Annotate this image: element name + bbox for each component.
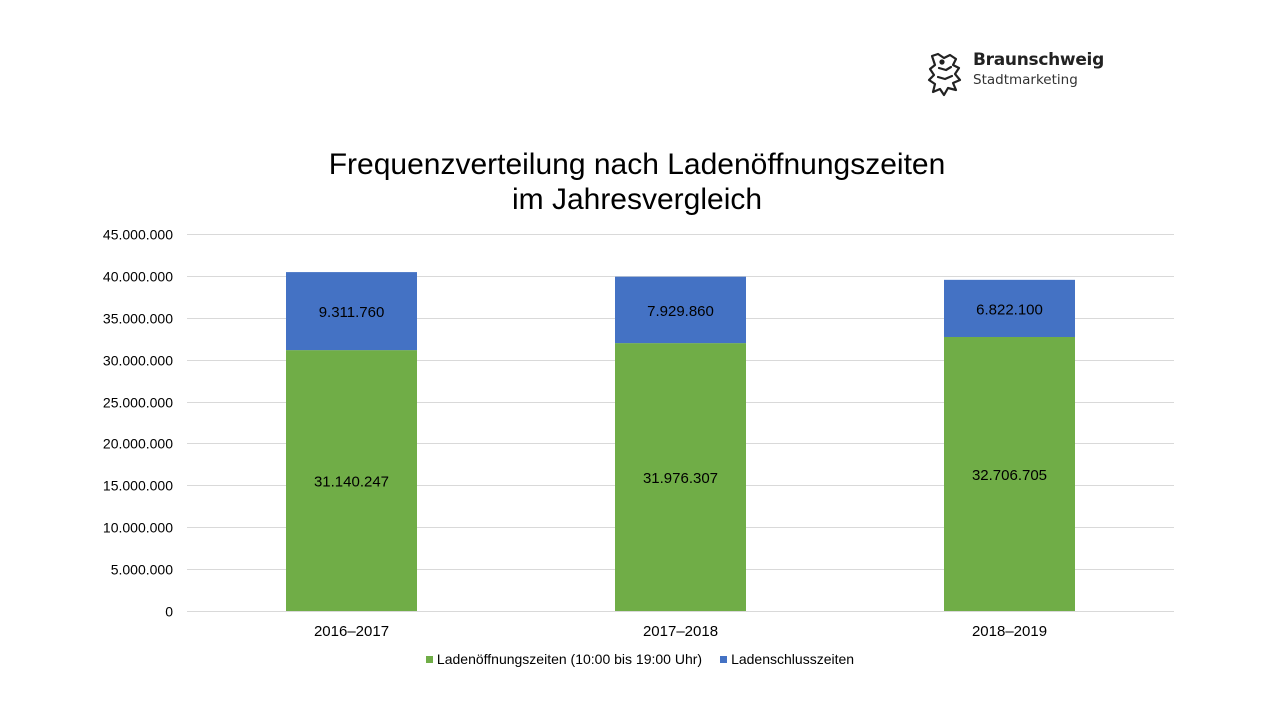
y-axis-tick-labels: 0 5.000.000 10.000.000 15.000.000 20.000.000… bbox=[103, 227, 173, 620]
legend-label: Ladenschlusszeiten bbox=[731, 651, 855, 667]
legend-swatch bbox=[720, 656, 728, 663]
data-label: 6.822.100 bbox=[976, 301, 1043, 318]
x-axis-category-labels: 2016–2017 2017–2018 2018–2019 bbox=[314, 623, 1047, 640]
bar-segment bbox=[286, 350, 417, 611]
y-tick-label: 40.000.000 bbox=[103, 269, 173, 285]
x-category-label: 2016–2017 bbox=[314, 623, 389, 640]
data-label: 31.976.307 bbox=[643, 470, 718, 487]
y-tick-label: 30.000.000 bbox=[103, 353, 173, 369]
legend-item: Ladenschlusszeiten bbox=[720, 651, 854, 667]
lion-icon bbox=[927, 52, 962, 97]
legend-label: Ladenöffnungszeiten (10:00 bis 19:00 Uhr… bbox=[436, 651, 703, 667]
braunschweig-logo: Braunschweig Stadtmarketing bbox=[926, 50, 1126, 102]
y-tick-label: 25.000.000 bbox=[103, 395, 173, 411]
y-tick-label: 35.000.000 bbox=[103, 311, 173, 327]
y-tick-label: 0 bbox=[165, 604, 173, 620]
chart-title-line-2: im Jahresvergleich bbox=[511, 183, 763, 216]
bars bbox=[286, 272, 1075, 611]
bar-segment bbox=[944, 336, 1075, 611]
x-category-label: 2018–2019 bbox=[972, 623, 1047, 640]
chart-title-line-1: Frequenzverteilung nach Ladenöffnungszei… bbox=[328, 148, 946, 181]
y-tick-label: 45.000.000 bbox=[103, 227, 173, 243]
data-labels: 31.140.247 9.311.760 31.976.307 7.929.860 32… bbox=[314, 301, 1047, 490]
legend: Ladenöffnungszeiten (10:00 bis 19:00 Uhr… bbox=[0, 651, 1280, 667]
legend-swatch bbox=[425, 656, 433, 663]
data-label: 7.929.860 bbox=[647, 303, 714, 320]
y-tick-label: 5.000.000 bbox=[111, 562, 173, 578]
bar-segment bbox=[615, 343, 746, 611]
data-label: 31.140.247 bbox=[314, 474, 389, 491]
data-label: 9.311.760 bbox=[319, 304, 385, 321]
y-tick-label: 10.000.000 bbox=[103, 520, 173, 536]
y-tick-label: 15.000.000 bbox=[103, 478, 173, 494]
bar-segment bbox=[286, 272, 417, 351]
legend-item: Ladenöffnungszeiten (10:00 bis 19:00 Uhr… bbox=[425, 651, 703, 667]
bar-segment bbox=[944, 279, 1075, 337]
chart-title: Frequenzverteilung nach Ladenöffnungszei… bbox=[0, 147, 1274, 217]
logo-name: Braunschweig bbox=[973, 50, 1104, 70]
bar-segment bbox=[615, 276, 746, 344]
y-tick-label: 20.000.000 bbox=[103, 436, 173, 452]
logo-subtitle: Stadtmarketing bbox=[973, 72, 1078, 88]
x-category-label: 2017–2018 bbox=[643, 623, 718, 640]
data-label: 32.706.705 bbox=[972, 467, 1047, 484]
